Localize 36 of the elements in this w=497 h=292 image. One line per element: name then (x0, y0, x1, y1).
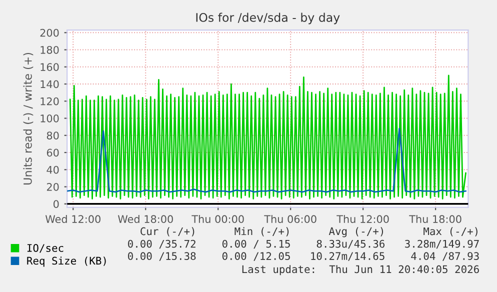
x-tick-label: Thu 06:00 (264, 214, 316, 224)
y-tick-label: 140 (40, 80, 59, 88)
text: 0.00 /35.72 (128, 240, 196, 249)
y-tick-label: 200 (40, 28, 59, 37)
text: Cur (-/+) (140, 227, 194, 236)
y-axis-title: Units read (-) / write (+) (23, 52, 34, 184)
text: 3.28m/149.97 (405, 240, 479, 249)
y-tick-label: 40 (46, 166, 59, 174)
text: Max (-/+) (424, 227, 478, 236)
x-tick-label: Wed 18:00 (118, 214, 173, 224)
x-tick-label: Wed 12:00 (45, 214, 100, 224)
x-tick-label: Thu 18:00 (409, 214, 462, 224)
text: 0.00 /15.38 (128, 252, 196, 261)
legend-label: Req Size (KB) (27, 256, 106, 267)
text: 8.33u/45.36 (316, 240, 384, 249)
text: Min (-/+) (234, 227, 289, 236)
y-tick-label: 120 (40, 97, 59, 106)
y-tick-label: 60 (46, 148, 59, 157)
line-series (69, 74, 466, 200)
y-tick-label: 80 (46, 132, 59, 140)
x-tick-label: Thu 12:00 (336, 214, 389, 224)
y-tick-label: 160 (40, 63, 59, 71)
text: Last update: Thu Jun 11 20:40:05 2026 (242, 265, 479, 276)
text: 10.27m/14.65 (311, 252, 384, 261)
legend-label: IO/sec (27, 244, 64, 253)
chart-title: IOs for /dev/sda - by day (196, 12, 340, 24)
y-tick-label: 100 (40, 114, 59, 122)
y-tick-label: 20 (46, 182, 59, 191)
x-tick-label: Thu 00:00 (192, 214, 244, 224)
y-tick-label: 180 (40, 46, 59, 54)
text: Avg (-/+) (328, 227, 384, 238)
line-series (67, 128, 466, 193)
y-tick-label: 0 (54, 200, 59, 208)
text: 4.04 /87.93 (411, 252, 479, 261)
text: 0.00 / 5.15 (222, 240, 290, 249)
text: 0.00 /12.05 (222, 252, 290, 261)
